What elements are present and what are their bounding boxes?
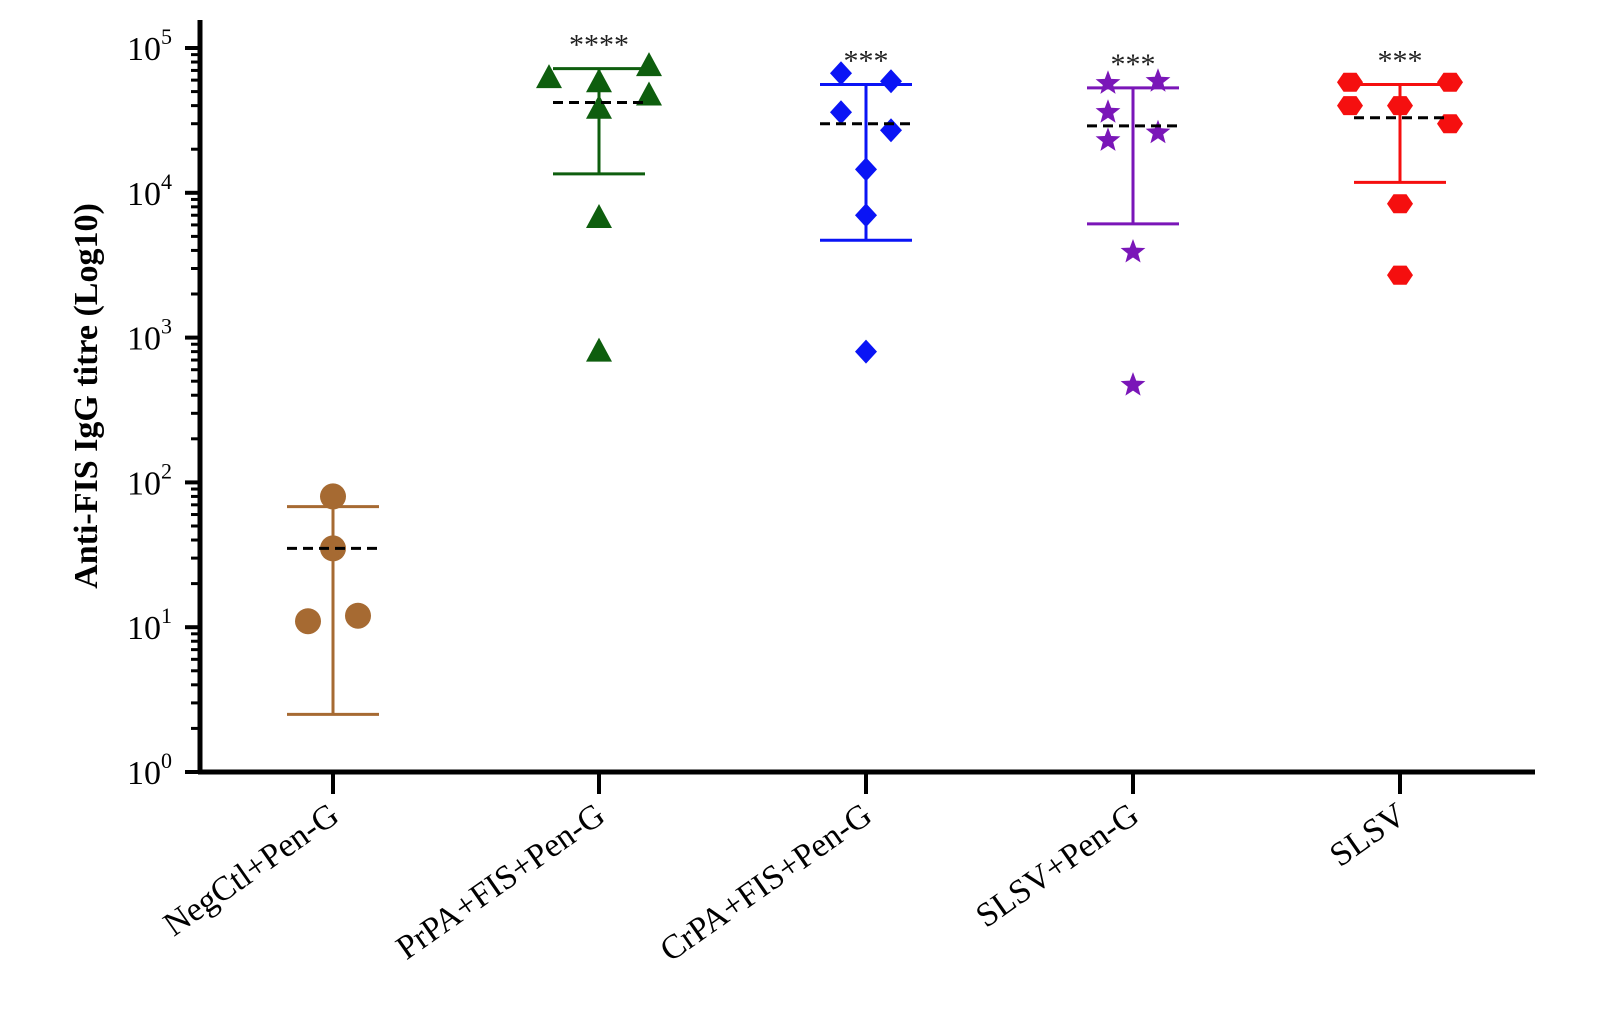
- y-tick-label: 104: [127, 169, 172, 213]
- data-point-star: [1120, 372, 1146, 396]
- data-point-triangle: [536, 64, 562, 89]
- data-point-diamond: [830, 100, 852, 125]
- data-point-hexagon: [1387, 96, 1413, 116]
- data-point-diamond: [855, 203, 877, 228]
- data-point-star: [1095, 127, 1121, 151]
- data-point-star: [1095, 70, 1121, 94]
- plot-area: **** *** *** ***: [287, 29, 1463, 716]
- y-tick-label: 102: [127, 458, 172, 502]
- data-point-diamond: [855, 339, 877, 364]
- data-point-diamond: [880, 69, 902, 94]
- x-tick-label: SLSV+Pen-G: [969, 796, 1145, 935]
- data-point-hexagon: [1387, 194, 1413, 214]
- data-point-triangle: [586, 337, 612, 362]
- data-point-hexagon: [1337, 96, 1363, 116]
- data-point-hexagon: [1437, 72, 1463, 92]
- data-point-triangle: [586, 204, 612, 228]
- significance-label: ***: [1111, 48, 1156, 81]
- x-tick-label: PrPA+FIS+Pen-G: [390, 796, 612, 967]
- y-axis-label: Anti-FIS IgG titre (Log10): [68, 203, 105, 589]
- data-point-star: [1095, 99, 1121, 123]
- data-point-star: [1120, 239, 1146, 263]
- y-tick-label: 105: [127, 24, 172, 68]
- data-point-triangle: [636, 52, 662, 77]
- data-point-star: [1145, 68, 1171, 92]
- data-point-hexagon: [1337, 72, 1363, 92]
- data-point-circle: [320, 535, 346, 562]
- x-tick-label: NegCtl+Pen-G: [157, 796, 346, 943]
- data-point-triangle: [586, 68, 612, 93]
- data-point-circle: [295, 608, 321, 635]
- data-point-triangle: [636, 81, 662, 106]
- y-tick-label: 101: [127, 603, 172, 647]
- significance-label: ***: [1378, 44, 1423, 77]
- data-point-diamond: [880, 118, 902, 143]
- x-tick-label: CrPA+FIS+Pen-G: [654, 796, 879, 969]
- significance-label: ***: [844, 44, 889, 77]
- data-point-diamond: [830, 61, 852, 86]
- y-tick-label: 103: [127, 314, 172, 358]
- data-point-hexagon: [1387, 265, 1413, 285]
- data-point-triangle: [586, 94, 612, 119]
- x-tick-label: SLSV: [1323, 796, 1413, 874]
- significance-label: ****: [569, 29, 629, 62]
- data-point-circle: [320, 483, 346, 510]
- data-point-circle: [345, 602, 371, 629]
- y-tick-label: 100: [127, 748, 172, 792]
- data-point-diamond: [855, 157, 877, 182]
- data-point-star: [1145, 119, 1171, 144]
